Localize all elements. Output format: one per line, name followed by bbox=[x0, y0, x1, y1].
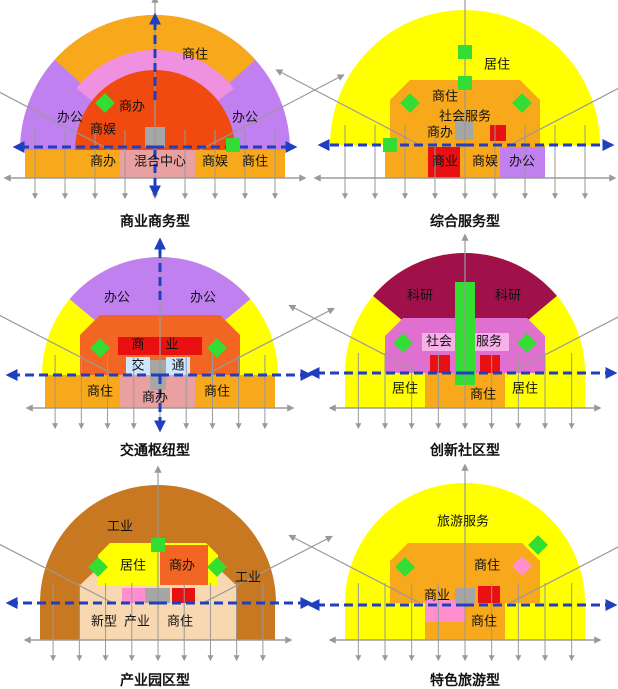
block bbox=[428, 147, 460, 178]
zone-label: 办公 bbox=[190, 291, 216, 306]
block bbox=[151, 538, 165, 552]
zone-label: 混合中心 bbox=[134, 155, 186, 170]
zone-label: 商娱 bbox=[202, 155, 228, 170]
node bbox=[90, 338, 110, 358]
flow-arrow bbox=[275, 69, 421, 146]
zone-label: 办公 bbox=[57, 111, 83, 126]
zone-label: 商住 bbox=[204, 385, 230, 400]
zone-label: 服务 bbox=[476, 334, 502, 350]
zone-label: 社会 bbox=[426, 334, 452, 350]
zone-label: 科研 bbox=[407, 289, 433, 304]
node bbox=[517, 333, 537, 353]
zone-label: 居住 bbox=[512, 382, 538, 397]
zone-label: 通 bbox=[171, 359, 184, 374]
zone-label: 商住 bbox=[471, 615, 497, 630]
block bbox=[383, 138, 397, 152]
block bbox=[458, 76, 472, 90]
block bbox=[430, 355, 450, 373]
zone-label: 办公 bbox=[104, 291, 130, 306]
block bbox=[490, 125, 506, 141]
zone-label: 商业 bbox=[432, 155, 458, 170]
panel-caption: 特色旅游型 bbox=[430, 672, 500, 689]
zone-label: 商办 bbox=[90, 155, 116, 170]
node bbox=[207, 338, 227, 358]
flow-arrow bbox=[0, 91, 111, 151]
zone-label: 科研 bbox=[495, 289, 521, 304]
zone-label: 商住 bbox=[432, 90, 458, 105]
panel-caption: 创新社区型 bbox=[429, 442, 500, 459]
block bbox=[475, 333, 509, 351]
block bbox=[480, 355, 500, 373]
node bbox=[95, 93, 115, 113]
block bbox=[122, 588, 145, 603]
zone-label: 商住 bbox=[470, 388, 496, 403]
block bbox=[226, 138, 240, 152]
node bbox=[400, 93, 420, 113]
flow-arrow bbox=[0, 314, 116, 376]
zone-label: 旅游服务 bbox=[437, 514, 489, 530]
panel-caption: 产业园区型 bbox=[120, 672, 190, 689]
zone-label: 居住 bbox=[120, 559, 146, 574]
zone-label: 产业 bbox=[124, 615, 150, 630]
zone-label: 办公 bbox=[232, 111, 258, 126]
block bbox=[160, 545, 208, 585]
flow-arrow bbox=[204, 307, 335, 376]
node bbox=[512, 556, 532, 576]
zone-label: 商住 bbox=[474, 559, 500, 574]
zone-label: 商 bbox=[131, 338, 144, 353]
block bbox=[422, 333, 456, 351]
zone-label: 工业 bbox=[235, 571, 261, 586]
block bbox=[166, 357, 190, 375]
node bbox=[395, 557, 415, 577]
node bbox=[528, 535, 548, 555]
zone-label: 商业 bbox=[424, 589, 450, 604]
zone-label: 工业 bbox=[107, 520, 133, 535]
block bbox=[458, 45, 472, 59]
zone-label: 商办 bbox=[119, 100, 145, 115]
flow-arrow bbox=[509, 316, 618, 374]
flow-arrow bbox=[288, 534, 421, 604]
zone-label: 社会服务 bbox=[439, 109, 491, 125]
zone-label: 居住 bbox=[484, 58, 510, 73]
zone-label: 办公 bbox=[509, 155, 535, 170]
zone-label: 交 bbox=[131, 358, 144, 374]
node bbox=[393, 333, 413, 353]
flow-arrow bbox=[0, 543, 114, 604]
zone-label: 新型 bbox=[91, 614, 117, 630]
panel-caption: 综合服务型 bbox=[430, 213, 500, 230]
zone-label: 商住 bbox=[242, 155, 268, 170]
block bbox=[500, 147, 545, 178]
block bbox=[172, 588, 195, 603]
zone-label: 居住 bbox=[392, 382, 418, 397]
zone-label: 商住 bbox=[87, 385, 113, 400]
flow-arrow bbox=[509, 87, 618, 146]
zone-label: 商住 bbox=[182, 48, 208, 63]
zone-label: 业 bbox=[165, 338, 178, 353]
block bbox=[455, 122, 473, 140]
zone-label: 商住 bbox=[167, 615, 193, 630]
zone-label: 商娱 bbox=[472, 155, 498, 170]
zone-label: 商办 bbox=[427, 126, 453, 141]
panel-caption: 交通枢纽型 bbox=[120, 442, 190, 459]
flow-arrow bbox=[288, 304, 421, 374]
zone-label: 商办 bbox=[169, 559, 195, 574]
flow-arrow bbox=[509, 546, 618, 604]
flow-arrow bbox=[199, 74, 345, 151]
zone-label: 商办 bbox=[142, 391, 168, 406]
block bbox=[478, 586, 500, 603]
block bbox=[120, 150, 195, 178]
flow-arrow bbox=[202, 535, 333, 604]
panel-caption: 商业商务型 bbox=[120, 213, 190, 230]
zone-label: 商娱 bbox=[90, 123, 116, 138]
block bbox=[126, 357, 150, 375]
